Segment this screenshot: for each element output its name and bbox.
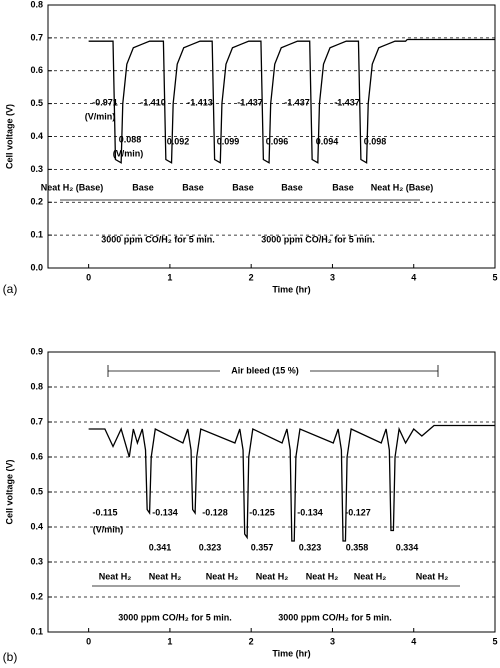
phase-label: Neat H₂ xyxy=(256,571,289,581)
y-tick-label: 0.1 xyxy=(30,230,43,240)
x-tick-label: 3 xyxy=(330,272,335,282)
rate-label: -1.437 xyxy=(334,97,360,107)
y-tick-label: 0.9 xyxy=(30,346,43,356)
phase-label: Base xyxy=(232,182,254,192)
y-tick-label: 0.2 xyxy=(30,197,43,207)
y-tick-label: 0.8 xyxy=(30,0,43,9)
panel-label: (b) xyxy=(3,650,18,664)
co-label: 3000 ppm CO/H₂ for 5 min. xyxy=(261,234,375,244)
rate-label: (V/min) xyxy=(93,524,124,534)
rate-label: -0.134 xyxy=(297,507,323,517)
y-axis-title: Cell voltage (V) xyxy=(4,459,14,524)
recovery-label: (V/min) xyxy=(113,148,144,158)
phase-label: Base xyxy=(132,182,154,192)
voltage-line xyxy=(88,38,495,164)
recovery-label: 0.323 xyxy=(199,542,222,552)
rate-label: -0.971 xyxy=(92,97,118,107)
phase-label: Neat H₂ xyxy=(149,571,182,581)
phase-label: Neat H₂ xyxy=(306,571,339,581)
x-tick-label: 1 xyxy=(167,272,172,282)
phase-label: Neat H₂ xyxy=(354,571,387,581)
y-tick-label: 0.0 xyxy=(30,262,43,272)
rate-label: -1.410 xyxy=(140,97,166,107)
co-label: 3000 ppm CO/H₂ for 5 min. xyxy=(101,234,215,244)
x-tick-label: 5 xyxy=(492,636,497,646)
x-tick-label: 3 xyxy=(330,636,335,646)
recovery-label: 0.357 xyxy=(251,542,274,552)
phase-label: Neat H₂ xyxy=(206,571,239,581)
x-tick-label: 1 xyxy=(167,636,172,646)
panel-label: (a) xyxy=(3,282,18,296)
rate-label: -0.127 xyxy=(345,507,371,517)
label-background xyxy=(220,363,310,379)
rate-label: -0.134 xyxy=(152,507,178,517)
y-tick-label: 0.5 xyxy=(30,98,43,108)
y-tick-label: 0.5 xyxy=(30,486,43,496)
y-tick-label: 0.3 xyxy=(30,164,43,174)
voltage-line xyxy=(88,424,495,542)
x-tick-label: 4 xyxy=(411,636,416,646)
y-tick-label: 0.4 xyxy=(30,131,43,141)
x-tick-label: 2 xyxy=(249,272,254,282)
phase-label: Neat H₂ xyxy=(416,571,449,581)
co-label: 3000 ppm CO/H₂ for 5 min. xyxy=(278,612,392,622)
phase-label: Base xyxy=(182,182,204,192)
recovery-label: 0.341 xyxy=(149,542,172,552)
recovery-label: 0.334 xyxy=(396,542,419,552)
y-axis-title: Cell voltage (V) xyxy=(4,104,14,169)
x-tick-label: 4 xyxy=(411,272,416,282)
phase-label: Neat H₂ xyxy=(99,571,132,581)
rate-label: -1.413 xyxy=(187,97,213,107)
recovery-label: 0.092 xyxy=(167,136,190,146)
phase-label: Base xyxy=(281,182,303,192)
y-tick-label: 0.4 xyxy=(30,521,43,531)
y-tick-label: 0.8 xyxy=(30,381,43,391)
rate-label: -0.125 xyxy=(249,507,275,517)
phase-label: Neat H₂ (Base) xyxy=(371,182,434,192)
recovery-label: 0.094 xyxy=(316,136,339,146)
rate-label: -1.437 xyxy=(284,97,310,107)
x-axis-title: Time (hr) xyxy=(272,648,310,658)
x-axis-title: Time (hr) xyxy=(272,284,310,294)
y-tick-label: 0.2 xyxy=(30,591,43,601)
x-tick-label: 5 xyxy=(492,272,497,282)
recovery-label: 0.323 xyxy=(299,542,322,552)
recovery-label: 0.099 xyxy=(217,136,240,146)
rate-label: -0.115 xyxy=(92,507,117,517)
phase-label: Base xyxy=(332,182,354,192)
y-tick-label: 0.3 xyxy=(30,556,43,566)
x-tick-label: 2 xyxy=(249,636,254,646)
x-tick-label: 0 xyxy=(86,636,91,646)
x-tick-label: 0 xyxy=(86,272,91,282)
co-label: 3000 ppm CO/H₂ for 5 min. xyxy=(118,612,232,622)
y-tick-label: 0.7 xyxy=(30,32,43,42)
y-tick-label: 0.1 xyxy=(30,626,43,636)
recovery-label: 0.098 xyxy=(364,136,387,146)
y-tick-label: 0.6 xyxy=(30,65,43,75)
y-tick-label: 0.7 xyxy=(30,416,43,426)
rate-label: -1.437 xyxy=(237,97,263,107)
rate-label: (V/min) xyxy=(85,111,116,121)
y-tick-label: 0.6 xyxy=(30,451,43,461)
rate-label: -0.128 xyxy=(202,507,228,517)
recovery-label: 0.358 xyxy=(346,542,369,552)
air-bleed-label: Air bleed (15 %) xyxy=(231,365,299,375)
recovery-label: 0.096 xyxy=(266,136,289,146)
recovery-label: 0.088 xyxy=(119,134,142,144)
phase-label: Neat H₂ (Base) xyxy=(41,182,104,192)
